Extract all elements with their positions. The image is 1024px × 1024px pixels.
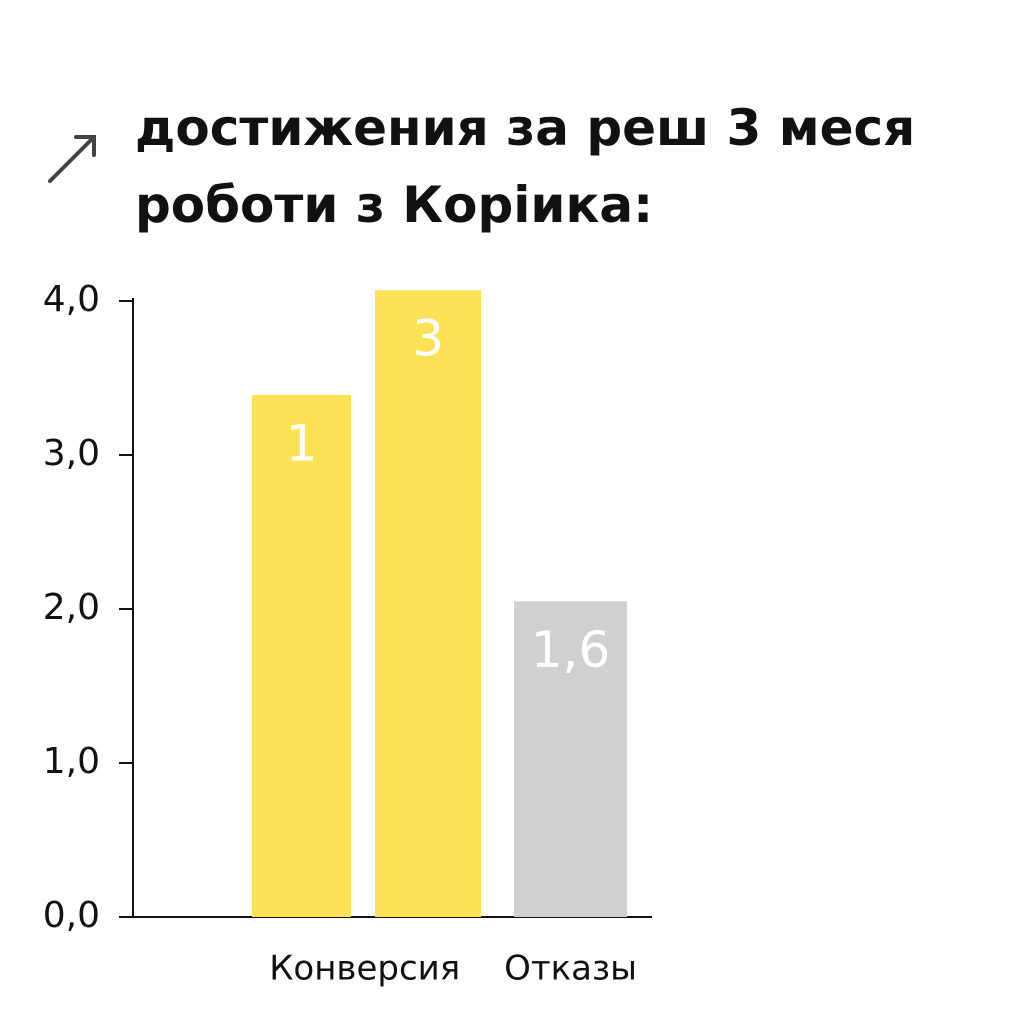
x-tick-label: Отказы xyxy=(504,949,637,989)
bar xyxy=(375,290,481,918)
y-tick-label: 4,0 xyxy=(43,279,100,320)
bar-annotation: 1 xyxy=(286,414,318,472)
chart-title: достижения за реш 3 меся xyxy=(135,99,915,157)
y-tick-label: 1,0 xyxy=(43,741,100,782)
bar-annotation: 1,6 xyxy=(531,621,611,679)
trend-arrow-icon xyxy=(48,135,96,183)
bar xyxy=(514,601,627,917)
x-tick-label: Конверсия xyxy=(269,949,460,989)
y-tick-label: 0,0 xyxy=(43,895,100,936)
y-tick-label: 2,0 xyxy=(43,587,100,628)
y-tick-label: 3,0 xyxy=(43,433,100,474)
bar-annotation: 3 xyxy=(412,310,444,368)
chart-title: роботи з Коріика: xyxy=(135,176,653,234)
bar xyxy=(252,394,351,917)
